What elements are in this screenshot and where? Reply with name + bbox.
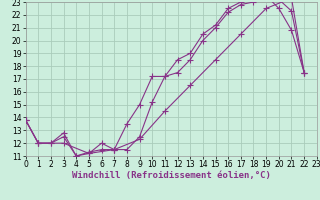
X-axis label: Windchill (Refroidissement éolien,°C): Windchill (Refroidissement éolien,°C) <box>72 171 271 180</box>
